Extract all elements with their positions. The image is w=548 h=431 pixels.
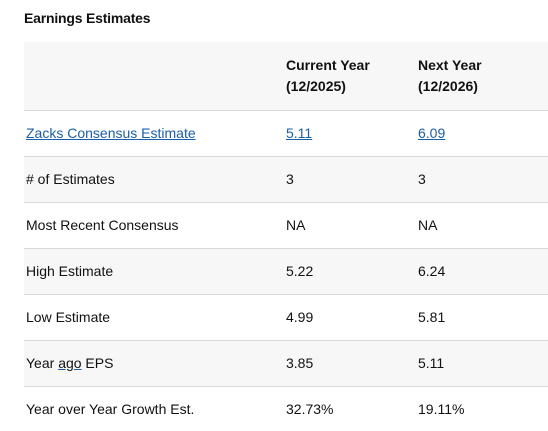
current-year-consensus-link[interactable]: 5.11 (286, 125, 313, 141)
ago-term: ago (58, 355, 82, 371)
current-year-value: 5.22 (286, 263, 314, 279)
table-row: # of Estimates 3 3 (24, 156, 548, 202)
header-next-year-title: Next Year (418, 56, 482, 73)
header-current-year-period: (12/2025) (286, 77, 346, 94)
header-label-cell (24, 42, 286, 110)
table-row: Zacks Consensus Estimate 5.11 6.09 (24, 110, 548, 156)
next-year-value: 19.11% (418, 401, 465, 418)
earnings-estimates-table: Current Year (12/2025) Next Year (12/202… (24, 42, 548, 431)
row-label: Most Recent Consensus (26, 217, 179, 233)
table-row: Low Estimate 4.99 5.81 (24, 294, 548, 340)
current-year-value: 32.73% (286, 401, 334, 418)
current-year-value: NA (286, 217, 306, 233)
next-year-consensus-link[interactable]: 6.09 (418, 125, 446, 141)
next-year-cell: 6.09 (418, 110, 548, 156)
row-label-post: EPS (81, 355, 114, 371)
next-year-value: 6.24 (418, 263, 446, 279)
current-year-value: 3 (286, 171, 294, 187)
header-current-year-title: Current Year (286, 56, 370, 73)
table-row: Most Recent Consensus NA NA (24, 202, 548, 248)
header-current-year: Current Year (12/2025) (286, 42, 418, 110)
section-title: Earnings Estimates (24, 10, 151, 26)
zacks-consensus-link[interactable]: Zacks Consensus Estimate (26, 125, 196, 141)
next-year-value: 3 (418, 171, 426, 187)
row-label: # of Estimates (26, 171, 115, 187)
next-year-value: NA (418, 217, 438, 233)
table-header-row: Current Year (12/2025) Next Year (12/202… (24, 42, 548, 110)
row-label: Year ago EPS (24, 340, 286, 386)
table-row: Year over Year Growth Est. 32.73% 19.11% (24, 386, 548, 431)
table-row: High Estimate 5.22 6.24 (24, 248, 548, 294)
current-year-cell: 5.11 (286, 110, 418, 156)
row-label: Low Estimate (26, 309, 111, 325)
header-next-year-period: (12/2026) (418, 77, 478, 94)
header-next-year: Next Year (12/2026) (418, 42, 548, 110)
row-label-pre: Year (26, 355, 59, 371)
next-year-value: 5.11 (418, 355, 445, 371)
next-year-value: 5.81 (418, 309, 446, 325)
current-year-value: 4.99 (286, 309, 314, 325)
current-year-value: 3.85 (286, 355, 314, 371)
row-label: Year over Year Growth Est. (26, 401, 195, 418)
row-label-cell: Zacks Consensus Estimate (24, 110, 286, 156)
row-label: High Estimate (26, 263, 114, 279)
table-row: Year ago EPS 3.85 5.11 (24, 340, 548, 386)
